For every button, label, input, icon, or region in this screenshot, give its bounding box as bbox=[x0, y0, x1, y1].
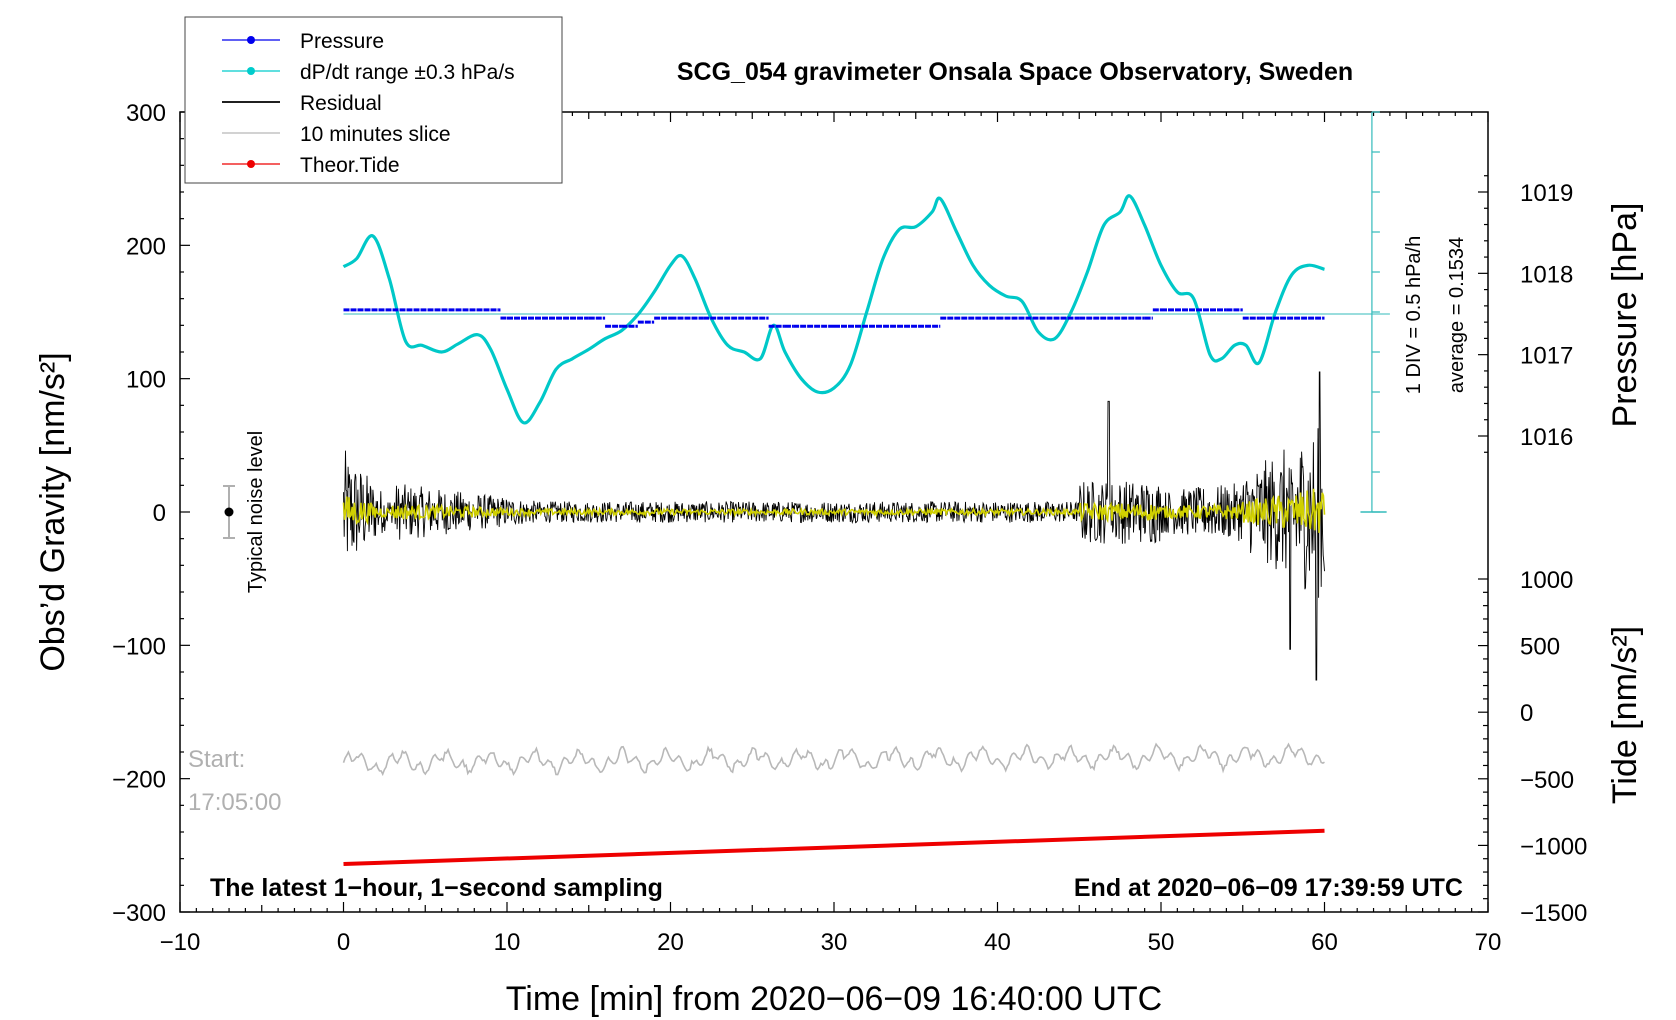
ten-minute-slice-series bbox=[342, 742, 1325, 777]
residual-series bbox=[343, 371, 1325, 681]
y-axis-label-tide: Tide [nm/s²] bbox=[1606, 626, 1644, 804]
x-axis-ticks: −10 0 10 20 30 40 50 60 70 bbox=[160, 112, 1502, 956]
legend-marker-1 bbox=[247, 67, 255, 75]
legend-label-2: Residual bbox=[300, 92, 382, 115]
tide-tick-label: 0 bbox=[1520, 700, 1533, 727]
residual-line bbox=[343, 371, 1325, 681]
scale-average-label: average = 0.1534 bbox=[1446, 237, 1468, 393]
legend-marker-0 bbox=[247, 36, 255, 44]
tide-tick-label: −1000 bbox=[1520, 833, 1587, 860]
sampling-note: The latest 1−hour, 1−second sampling bbox=[210, 874, 663, 902]
chart-title: SCG_054 gravimeter Onsala Space Observat… bbox=[677, 58, 1353, 86]
tide-tick-label: −1500 bbox=[1520, 900, 1587, 927]
legend-label-1: dP/dt range ±0.3 hPa/s bbox=[300, 61, 515, 84]
dpdt-series bbox=[342, 194, 1325, 425]
tide-line bbox=[343, 828, 1325, 867]
x-tick-label: 30 bbox=[821, 929, 848, 956]
start-label: Start: bbox=[188, 746, 245, 773]
noise-level-label: Typical noise level bbox=[245, 431, 267, 593]
y-tick-label: 200 bbox=[126, 233, 166, 260]
tide-tick-label: −500 bbox=[1520, 767, 1574, 794]
dpdt-line bbox=[342, 194, 1325, 425]
smoothed-residual-series bbox=[342, 488, 1326, 533]
tide-axis-ticks: 1000 500 0 −500 −1000 −1500 bbox=[1478, 567, 1587, 927]
y-axis-label-gravity: Obs’d Gravity [nm/s²] bbox=[34, 352, 72, 671]
slice-line bbox=[342, 742, 1325, 777]
smoothed-residual-line bbox=[342, 488, 1326, 533]
pressure-tick-label: 1016 bbox=[1520, 424, 1573, 451]
end-time-note: End at 2020−06−09 17:39:59 UTC bbox=[1074, 874, 1463, 902]
x-tick-label: 20 bbox=[657, 929, 684, 956]
legend-label-0: Pressure bbox=[300, 30, 384, 53]
pressure-axis-ticks: 1019 1018 1017 1016 bbox=[1478, 175, 1573, 453]
x-tick-label: 40 bbox=[984, 929, 1011, 956]
x-tick-label: 0 bbox=[337, 929, 350, 956]
x-tick-label: 60 bbox=[1311, 929, 1338, 956]
y-axis-ticks: 300 200 100 0 −100 −200 −300 bbox=[112, 100, 190, 927]
y-axis-label-pressure: Pressure [hPa] bbox=[1606, 203, 1644, 428]
noise-level-marker bbox=[223, 485, 235, 539]
y-tick-label: 300 bbox=[126, 100, 166, 127]
x-tick-label: −10 bbox=[160, 929, 201, 956]
x-axis-label: Time [min] from 2020−06−09 16:40:00 UTC bbox=[506, 980, 1162, 1018]
legend-label-4: Theor.Tide bbox=[300, 154, 400, 177]
y-tick-label: 0 bbox=[153, 500, 166, 527]
pressure-tick-label: 1019 bbox=[1520, 180, 1573, 207]
y-tick-label: −100 bbox=[112, 633, 166, 660]
legend-label-3: 10 minutes slice bbox=[300, 123, 451, 146]
x-tick-label: 10 bbox=[494, 929, 521, 956]
legend: Pressure dP/dt range ±0.3 hPa/s Residual 10… bbox=[184, 16, 563, 184]
start-time-label: 17:05:00 bbox=[188, 789, 281, 816]
x-tick-label: 70 bbox=[1475, 929, 1502, 956]
scale-division-label: 1 DIV = 0.5 hPa/h bbox=[1403, 236, 1425, 394]
pressure-series bbox=[343, 308, 1325, 328]
y-tick-label: −300 bbox=[112, 900, 166, 927]
tide-tick-label: 500 bbox=[1520, 634, 1560, 661]
y-tick-label: −200 bbox=[112, 767, 166, 794]
theor-tide-series bbox=[343, 828, 1325, 867]
pressure-tick-label: 1017 bbox=[1520, 343, 1573, 370]
x-tick-label: 50 bbox=[1148, 929, 1175, 956]
y-tick-label: 100 bbox=[126, 367, 166, 394]
legend-box bbox=[184, 16, 563, 184]
tide-tick-label: 1000 bbox=[1520, 567, 1573, 594]
legend-marker-4 bbox=[247, 160, 255, 168]
pressure-tick-label: 1018 bbox=[1520, 261, 1573, 288]
